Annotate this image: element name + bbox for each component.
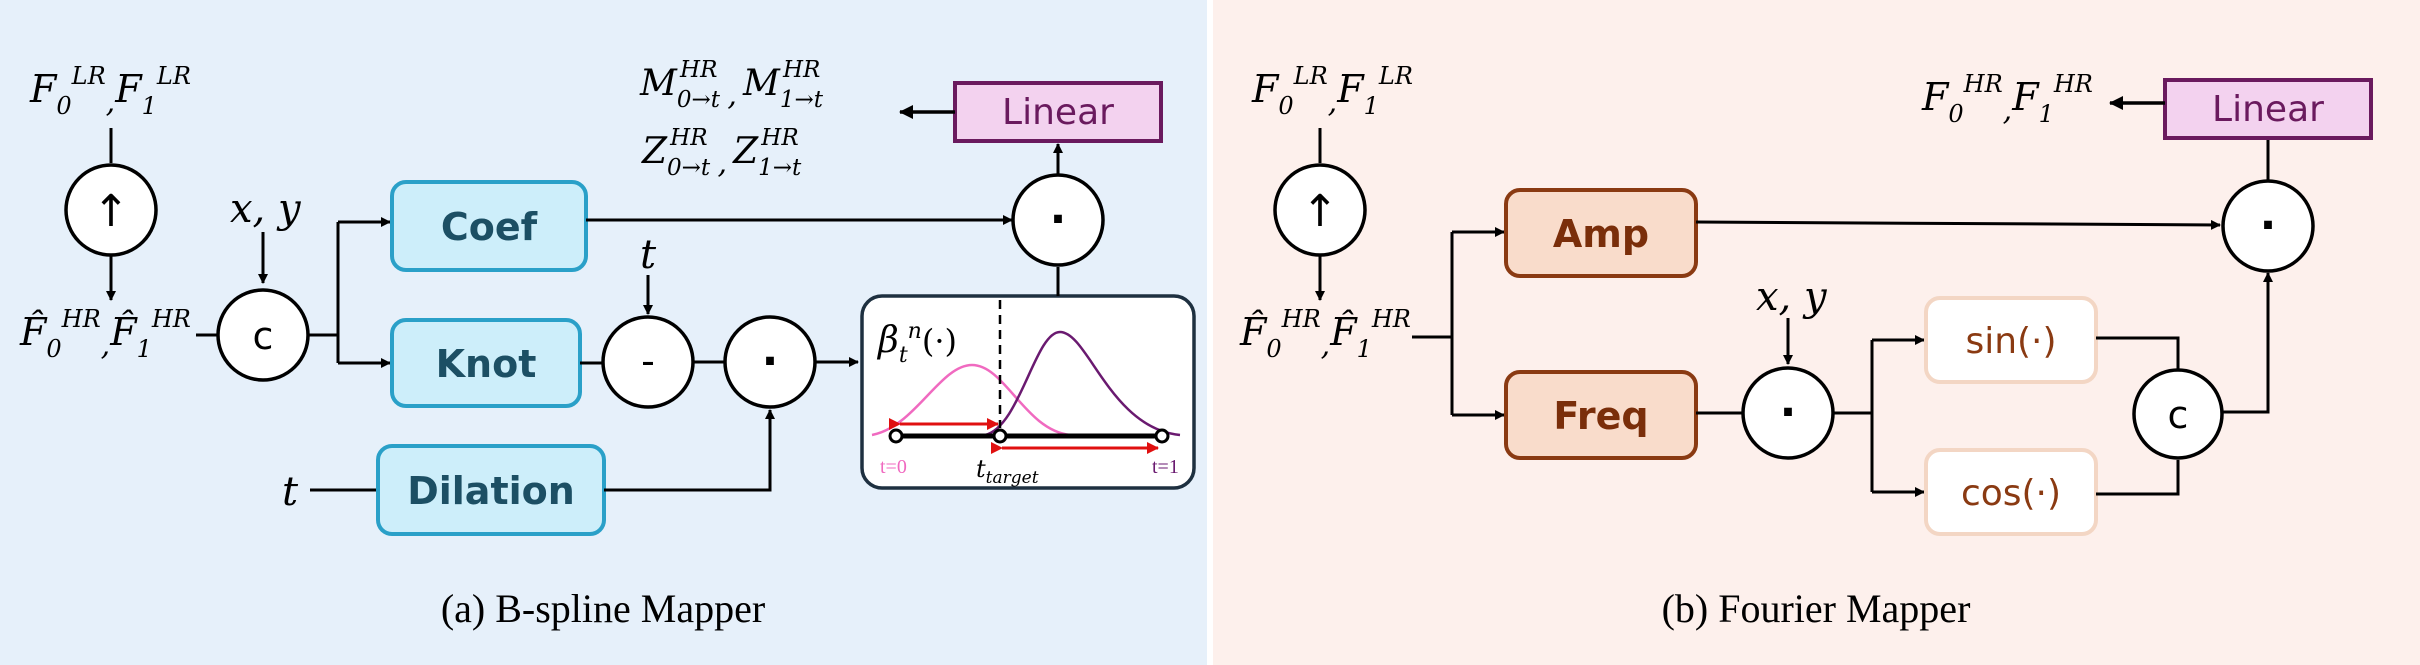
t1-label: t=1 [1152, 456, 1179, 478]
caption-b: (b) Fourier Mapper [1662, 586, 1971, 631]
t-target-label: ttarget [976, 455, 1039, 488]
freq-box [1504, 370, 1698, 460]
concat-symbol-b: c [2168, 393, 2189, 437]
t-label-left: t [282, 469, 299, 515]
linear-box-b [2163, 78, 2373, 140]
linear-label-a: Linear [1002, 92, 1114, 133]
multiply-symbol-a: · [762, 336, 779, 387]
upsample-symbol-b: ↑ [1302, 186, 1339, 237]
cos-label: cos(·) [1961, 473, 2061, 514]
input-lr-label: F0LR,F1LR [29, 62, 191, 120]
bspline-formula: βtn(·) [876, 319, 957, 368]
input-hr-label: F̂0HR,F̂1HR [19, 305, 191, 363]
t1-marker [1154, 428, 1170, 444]
sin-label: sin(·) [1965, 321, 2056, 362]
output-label-b: F0HR,F1HR [1921, 70, 2093, 128]
amp-box [1504, 188, 1698, 278]
multiply-symbol-top-a: · [1050, 194, 1067, 245]
purple-basis-curve [984, 330, 1181, 437]
upsample-symbol: ↑ [93, 186, 130, 237]
cos-box [1924, 448, 2098, 536]
bspline-inset [860, 294, 1196, 490]
amp-label: Amp [1553, 212, 1649, 256]
subtract-symbol: - [641, 339, 655, 383]
input-hr-label-b: F̂0HR,F̂1HR [1239, 305, 1411, 363]
panel-b: F0LR,F1LR ↑ F̂0HR,F̂1HR Amp Freq x, y · [1239, 62, 2373, 631]
panel-a: F0LR,F1LR ↑ F̂0HR,F̂1HR x, y c Coef Knot… [19, 57, 1196, 631]
concat-node-b [2132, 368, 2224, 460]
multiply-symbol-b: · [1780, 387, 1797, 438]
xy-label-a: x, y [230, 186, 302, 232]
sin-box [1924, 296, 2098, 384]
output-z-label: Z0→tHR, Z1→tHR [641, 125, 802, 181]
xy-label-b: x, y [1756, 274, 1828, 320]
linear-box-a [953, 81, 1163, 143]
input-lr-label-b: F0LR,F1LR [1251, 62, 1413, 120]
linear-label-b: Linear [2212, 89, 2324, 130]
dilation-label: Dilation [407, 469, 575, 513]
knot-label: Knot [436, 342, 537, 386]
t0-label: t=0 [880, 456, 907, 478]
multiply-symbol-top-b: · [2260, 200, 2277, 251]
t0-marker [888, 428, 904, 444]
concat-symbol-a: c [253, 314, 274, 358]
freq-label: Freq [1553, 394, 1648, 438]
output-m-label: M0→tHR, M1→tHR [639, 57, 824, 113]
caption-a: (a) B-spline Mapper [441, 586, 765, 631]
coef-box [390, 180, 588, 272]
t-label-top: t [640, 232, 657, 278]
pink-basis-curve [871, 363, 1071, 437]
coef-label: Coef [441, 205, 538, 249]
target-marker [992, 428, 1008, 444]
